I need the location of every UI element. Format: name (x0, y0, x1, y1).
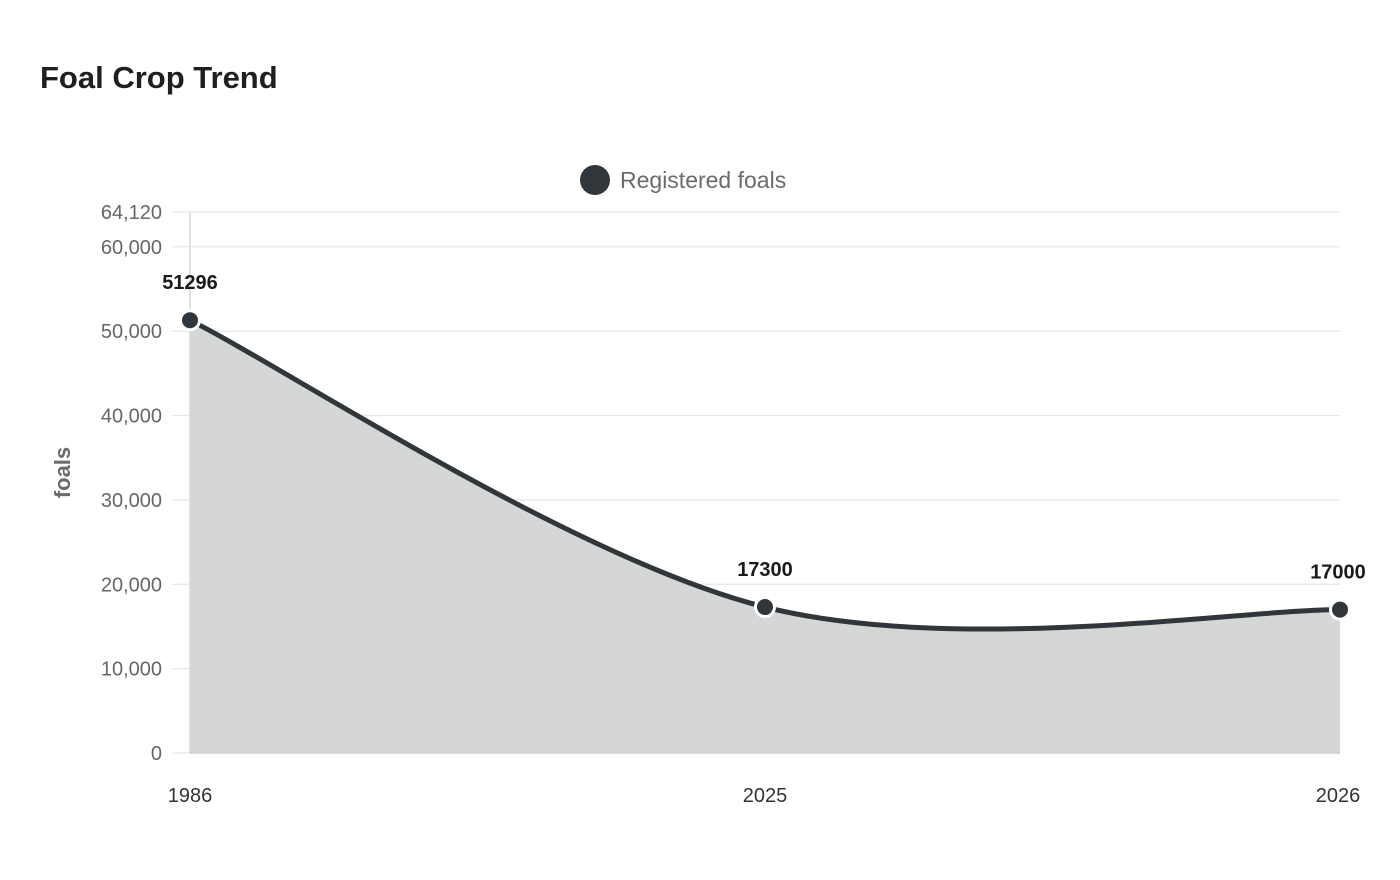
y-tick-label: 60,000 (101, 237, 162, 259)
chart-legend[interactable]: Registered foals (580, 165, 786, 195)
y-axis-label: foals (50, 447, 75, 498)
data-label: 17000 (1310, 562, 1366, 584)
x-tick-label: 1986 (168, 785, 213, 807)
tick-labels: 0 10,000 20,000 30,000 40,000 50,000 60,000 64,… (50, 202, 1366, 807)
y-tick-label: 64,120 (101, 202, 162, 224)
series-area-registered-foals (190, 320, 1340, 753)
area-fill-layer (190, 320, 1340, 753)
y-tick-label: 50,000 (101, 321, 162, 343)
y-tick-label: 10,000 (101, 659, 162, 681)
x-tick-label: 2026 (1316, 785, 1361, 807)
y-tick-label: 40,000 (101, 406, 162, 428)
axes (189, 212, 1340, 754)
data-label: 51296 (162, 272, 218, 294)
data-point[interactable] (179, 309, 201, 332)
x-tick-label: 2025 (743, 785, 788, 807)
y-tick-label: 0 (151, 743, 162, 765)
legend-swatch-icon (580, 165, 610, 195)
data-points (179, 309, 1351, 621)
y-tick-label: 30,000 (101, 490, 162, 512)
legend-label-registered-foals: Registered foals (620, 166, 787, 193)
data-point[interactable] (754, 596, 776, 619)
y-tick-label: 20,000 (101, 574, 162, 596)
data-point[interactable] (1329, 598, 1351, 621)
data-label: 17300 (737, 559, 793, 581)
chart-title: Foal Crop Trend (40, 60, 278, 95)
